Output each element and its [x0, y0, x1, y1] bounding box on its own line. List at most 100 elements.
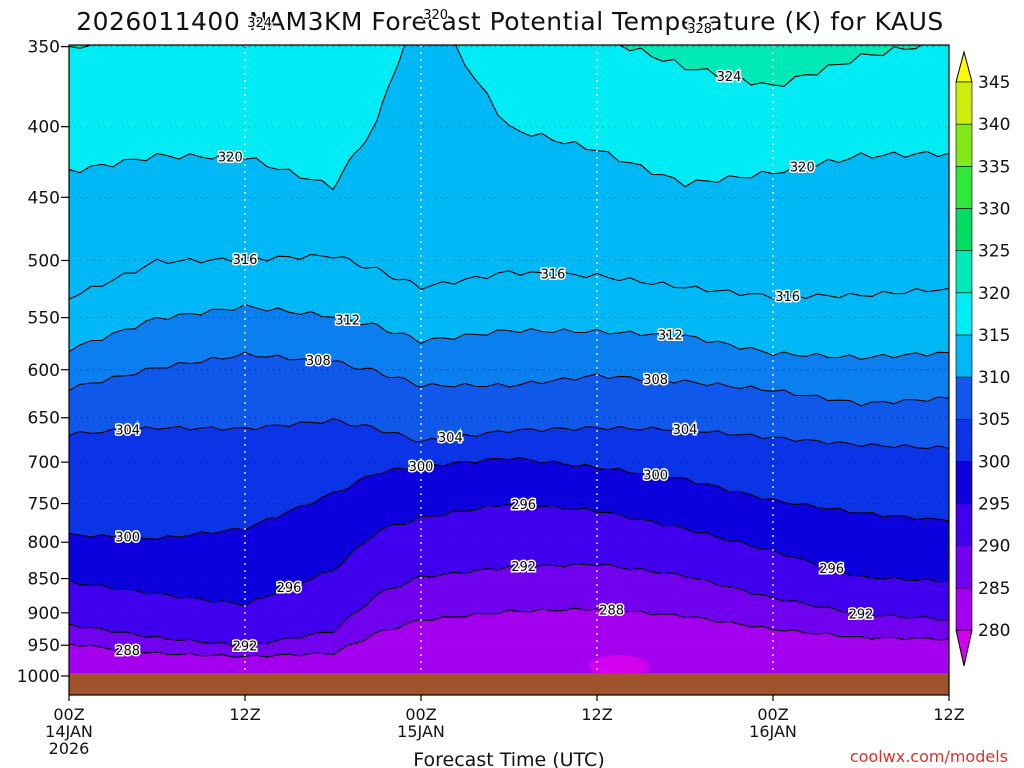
contour-label-324: 324 [246, 14, 274, 32]
y-tick-350: 350 [28, 38, 69, 58]
contour-label-316: 316 [231, 251, 259, 269]
contour-label-316: 316 [774, 288, 802, 306]
contour-label-324: 324 [715, 69, 743, 87]
colorbar-label-325: 325 [978, 242, 1010, 262]
contour-label-text: 300 [409, 460, 434, 475]
colorbar-swatch [955, 208, 973, 251]
contour-theta_304 [69, 418, 949, 450]
contour-label-text: 292 [849, 608, 874, 623]
contour-theta_316 [69, 253, 949, 300]
colorbar-swatch [955, 292, 973, 336]
contour-label-text: 316 [541, 268, 566, 283]
colorbar-swatch [955, 545, 973, 589]
contour-label-296: 296 [510, 497, 538, 515]
y-tick-label: 450 [28, 188, 60, 208]
contour-label-304: 304 [671, 422, 699, 440]
contour-label-320: 320 [422, 7, 450, 25]
x-tick-60: 12Z [933, 695, 965, 724]
contour-label-296: 296 [818, 561, 846, 579]
x-axis-label: Forecast Time (UTC) [413, 749, 604, 768]
y-tick-600: 600 [28, 361, 69, 381]
colorbar-label-280: 280 [978, 621, 1010, 641]
contour-theta_288 [69, 607, 949, 658]
contour-label-288: 288 [114, 642, 142, 660]
y-tick-label: 1000 [17, 667, 60, 687]
colorbar-label-295: 295 [978, 495, 1010, 515]
contour-label-text: 320 [423, 8, 448, 23]
contour-label-312: 312 [334, 312, 362, 330]
contour-label-text: 296 [277, 581, 302, 596]
x-tick-12: 12Z [229, 695, 261, 724]
contour-label-308: 308 [642, 372, 670, 390]
colorbar-swatch [955, 166, 973, 209]
contour-label-320: 320 [216, 149, 244, 167]
colorbar-label-285: 285 [978, 579, 1010, 599]
x-tick-time: 00Z [53, 705, 84, 724]
y-tick-950: 950 [28, 636, 69, 656]
x-tick-time: 12Z [229, 705, 260, 724]
x-tick-date: 14JAN [45, 722, 93, 741]
x-tick-36: 12Z [581, 695, 613, 724]
y-tick-label: 950 [28, 636, 60, 656]
contour-label-328: 328 [686, 21, 714, 39]
contour-label-296: 296 [275, 580, 303, 598]
y-tick-450: 450 [28, 188, 69, 208]
contour-label-300: 300 [114, 529, 142, 547]
contour-label-308: 308 [304, 353, 332, 371]
colorbar-label-315: 315 [978, 326, 1010, 346]
contour-label-304: 304 [436, 430, 464, 448]
y-tick-700: 700 [28, 453, 69, 473]
colorbar-swatch [955, 418, 973, 462]
y-tick-500: 500 [28, 251, 69, 271]
contour-theta_312 [69, 304, 949, 360]
contour-label-text: 324 [717, 70, 742, 85]
colorbar-label-310: 310 [978, 368, 1010, 388]
colorbar-label-335: 335 [978, 157, 1010, 177]
credit-link[interactable]: coolwx.com/models [850, 747, 1008, 766]
colorbar-label-340: 340 [978, 115, 1010, 135]
y-tick-label: 850 [28, 570, 60, 590]
contour-label-312: 312 [656, 327, 684, 345]
colorbar-swatch [955, 334, 973, 378]
contour-label-text: 296 [511, 498, 536, 513]
x-tick-time: 12Z [581, 705, 612, 724]
y-tick-750: 750 [28, 495, 69, 515]
contour-label-292: 292 [231, 638, 259, 656]
contour-label-288: 288 [598, 602, 626, 620]
contour-label-text: 316 [233, 253, 258, 268]
y-tick-label: 750 [28, 495, 60, 515]
y-tick-1000: 1000 [17, 667, 69, 687]
y-tick-900: 900 [28, 604, 69, 624]
colorbar-swatch [955, 376, 973, 420]
colorbar-swatch [955, 461, 973, 504]
x-tick-time: 00Z [405, 705, 436, 724]
y-axis: 2503003504004505005506006507007508008509… [17, 38, 69, 687]
colorbar-swatch [955, 250, 973, 294]
y-tick-label: 600 [28, 361, 60, 381]
y-tick-label: 900 [28, 604, 60, 624]
contour-label-text: 320 [790, 161, 815, 176]
colorbar: 280 285 290 295 300 305 310 315 320 325 330 335 340 3… [955, 50, 1010, 667]
colorbar-label-305: 305 [978, 410, 1010, 430]
contour-label-text: 316 [775, 290, 800, 305]
contour-theta_324 [69, 45, 922, 87]
contour-label-300: 300 [642, 467, 670, 485]
colorbar-label-300: 300 [978, 452, 1010, 472]
contour-label-text: 308 [643, 373, 668, 388]
y-tick-650: 650 [28, 409, 69, 429]
contour-theta_296 [69, 502, 949, 607]
x-tick-date: 15JAN [397, 722, 445, 741]
contour-label-text: 304 [438, 431, 463, 446]
contour-label-text: 304 [115, 423, 140, 438]
temperature-fill-layers [69, 45, 949, 695]
y-tick-550: 550 [28, 309, 69, 329]
contour-theta_308 [69, 351, 949, 407]
fill-core-280 [589, 655, 649, 677]
x-tick-year: 2026 [49, 739, 90, 758]
colorbar-bottom-arrow [955, 629, 973, 667]
contour-label-text: 296 [819, 562, 844, 577]
